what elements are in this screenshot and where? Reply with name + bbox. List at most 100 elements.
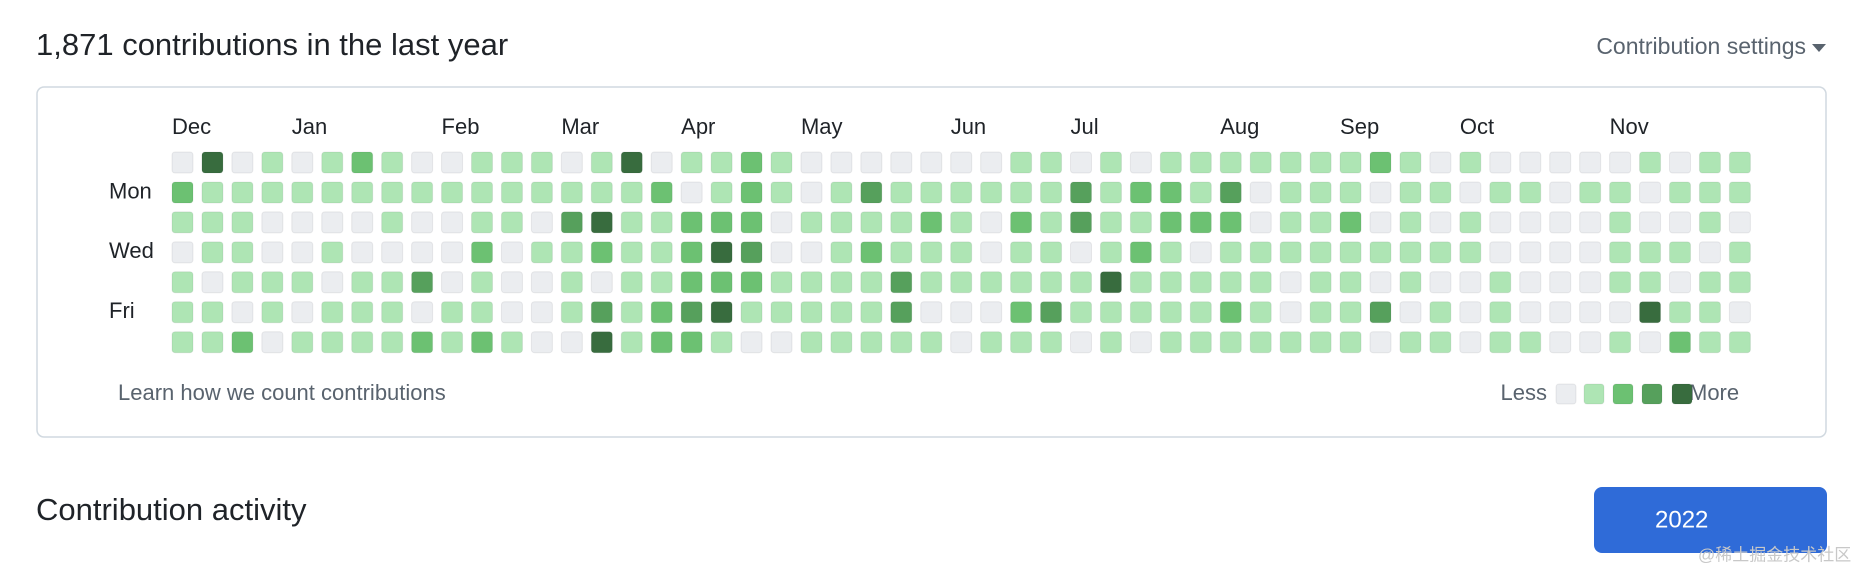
contribution-cell xyxy=(620,331,643,354)
contribution-cell xyxy=(1639,181,1662,204)
contribution-cell xyxy=(1639,211,1662,234)
contribution-cell xyxy=(1579,211,1602,234)
contribution-cell xyxy=(1459,151,1482,174)
contribution-cell xyxy=(500,181,523,204)
contribution-cell xyxy=(1099,331,1122,354)
contribution-cell xyxy=(860,241,883,264)
contribution-cell xyxy=(171,331,194,354)
dropdown-caret[interactable] xyxy=(1812,44,1826,52)
contribution-cell xyxy=(740,241,763,264)
contribution-cell xyxy=(1249,271,1272,294)
contribution-cell xyxy=(291,271,314,294)
contribution-cell xyxy=(1309,151,1332,174)
contribution-cell xyxy=(1129,301,1152,324)
contribution-cell xyxy=(560,331,583,354)
contribution-cell xyxy=(1429,271,1452,294)
contribution-cell xyxy=(710,271,733,294)
contribution-cell xyxy=(920,181,943,204)
year-button[interactable] xyxy=(1594,487,1827,553)
contribution-cell xyxy=(1609,241,1632,264)
contribution-cell xyxy=(1339,151,1362,174)
contribution-cell xyxy=(830,211,853,234)
contribution-cell xyxy=(441,181,464,204)
contribution-cell xyxy=(321,271,344,294)
contribution-cell xyxy=(560,271,583,294)
contribution-cell xyxy=(1189,301,1212,324)
contribution-cell xyxy=(1070,271,1092,294)
contribution-cell xyxy=(471,181,493,204)
contribution-cell xyxy=(381,151,404,174)
contribution-cell xyxy=(740,331,763,354)
contribution-cell xyxy=(620,271,643,294)
contribution-cell xyxy=(1159,181,1182,204)
contribution-cell xyxy=(1099,271,1122,294)
contribution-cell xyxy=(291,151,314,174)
contribution-cell xyxy=(441,271,464,294)
contribution-cell xyxy=(1369,151,1392,174)
contribution-cell xyxy=(1669,301,1691,324)
contribution-cell xyxy=(1309,211,1332,234)
footer-link[interactable]: Learn how we count contributions xyxy=(118,380,446,405)
contribution-cell xyxy=(920,211,943,234)
contribution-cell xyxy=(980,271,1003,294)
contribution-cell xyxy=(530,151,553,174)
contribution-cell xyxy=(1070,301,1092,324)
contribution-cell xyxy=(171,301,194,324)
contribution-cell xyxy=(1459,211,1482,234)
contribution-cell xyxy=(680,151,703,174)
contribution-cell xyxy=(590,151,613,174)
contribution-cell xyxy=(1070,151,1092,174)
contribution-cell xyxy=(201,241,224,264)
contribution-cell xyxy=(471,301,493,324)
contribution-cell xyxy=(1669,271,1691,294)
contribution-cell xyxy=(291,211,314,234)
contribution-cell xyxy=(1070,181,1092,204)
contribution-cell xyxy=(530,331,553,354)
contribution-cell xyxy=(261,181,284,204)
contribution-cell xyxy=(1519,211,1542,234)
contribution-cell xyxy=(530,301,553,324)
contribution-cell xyxy=(1309,271,1332,294)
year-button-label[interactable]: 2022 xyxy=(1655,506,1708,533)
contribution-cell xyxy=(1429,211,1452,234)
contribution-cell xyxy=(201,181,224,204)
contribution-cell xyxy=(261,151,284,174)
contribution-cell xyxy=(800,331,823,354)
legend-less: Less xyxy=(1501,380,1547,405)
contribution-cell xyxy=(890,181,913,204)
contribution-cell xyxy=(1579,331,1602,354)
contribution-cell xyxy=(321,241,344,264)
contribution-cell xyxy=(1279,271,1302,294)
contribution-cell xyxy=(1698,241,1721,264)
contribution-cell xyxy=(920,151,943,174)
contribution-cell xyxy=(590,181,613,204)
contribution-cell xyxy=(471,331,493,354)
contribution-cell xyxy=(1728,181,1751,204)
contribution-cell xyxy=(1579,241,1602,264)
contribution-cell xyxy=(830,151,853,174)
contribution-cell xyxy=(950,331,973,354)
contribution-cell xyxy=(950,151,973,174)
contribution-cell xyxy=(1249,301,1272,324)
month-label: Jul xyxy=(1071,114,1099,139)
contribution-cell xyxy=(1189,271,1212,294)
contribution-cell xyxy=(1519,151,1542,174)
contribution-cell xyxy=(1369,271,1392,294)
contribution-cell xyxy=(830,301,853,324)
contribution-cell xyxy=(441,211,464,234)
contribution-cell xyxy=(1249,151,1272,174)
contribution-cell xyxy=(1010,301,1033,324)
contribution-cell xyxy=(351,151,374,174)
settings-menu[interactable]: Contribution settings xyxy=(1596,33,1806,59)
contribution-cell xyxy=(381,241,404,264)
contribution-cell xyxy=(1040,181,1063,204)
month-label: Feb xyxy=(442,114,480,139)
contribution-cell xyxy=(1279,211,1302,234)
contribution-cell xyxy=(1099,241,1122,264)
contribution-cell xyxy=(920,241,943,264)
contribution-cell xyxy=(920,331,943,354)
contribution-cell xyxy=(950,181,973,204)
contribution-cell xyxy=(1129,181,1152,204)
contribution-cell xyxy=(800,211,823,234)
month-label: Oct xyxy=(1460,114,1494,139)
